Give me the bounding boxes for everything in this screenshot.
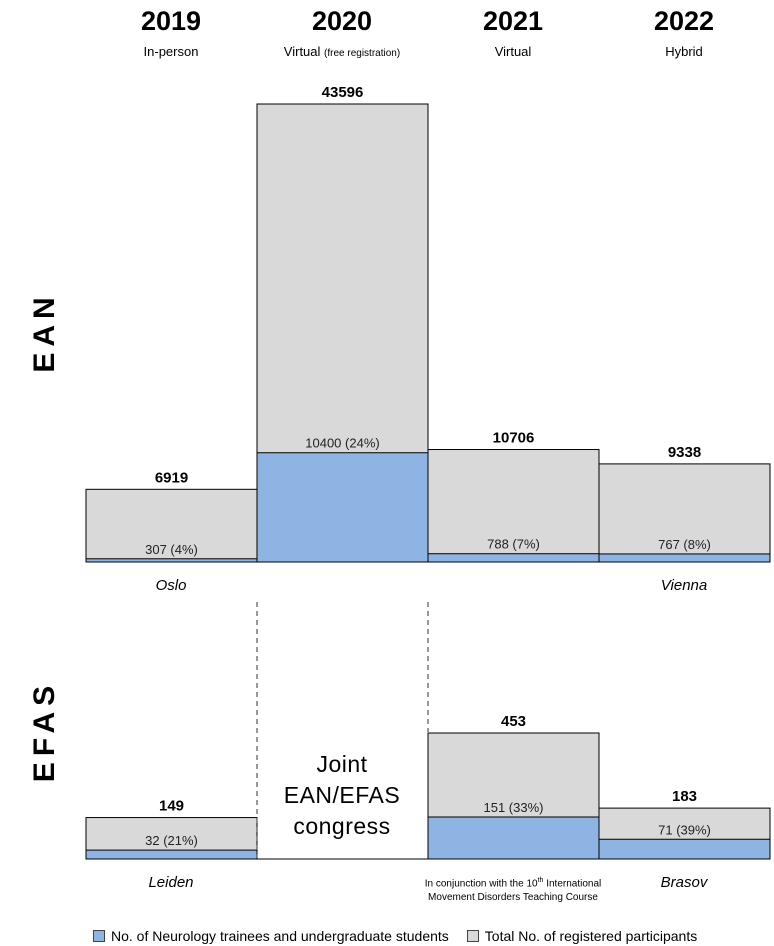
legend-item-trainees: No. of Neurology trainees and undergradu… xyxy=(93,928,449,944)
efas-bars: 149 32 (21%) 453 151 (33%) 183 71 (39%) xyxy=(85,713,771,860)
legend-label-trainees: No. of Neurology trainees and undergradu… xyxy=(111,928,449,944)
joint-line: Joint xyxy=(316,751,368,777)
efas-trainee-bar-2022 xyxy=(598,838,771,860)
efas-trainee-bar-2019 xyxy=(85,849,258,860)
note-text: International xyxy=(543,878,602,890)
year-header-2021: 2021 xyxy=(482,6,544,36)
efas-trainee-label-2022: 71 (39%) xyxy=(658,822,711,837)
ean-total-label-2021: 10706 xyxy=(493,430,535,447)
year-header-2019: 2019 xyxy=(140,6,202,36)
mode-2019: In-person xyxy=(71,44,271,59)
city-efas-2019: Leiden xyxy=(148,874,194,891)
year-header-2020: 2020 xyxy=(311,6,373,36)
note-text: In conjunction with the 10 xyxy=(424,878,538,890)
ean-total-bar-2022 xyxy=(598,463,771,563)
joint-line: congress xyxy=(293,813,391,839)
mode-2021: Virtual xyxy=(413,44,613,59)
ean-total-label-2019: 6919 xyxy=(155,469,188,486)
section-label-ean: EAN xyxy=(28,291,61,373)
efas-total-label-2022: 183 xyxy=(672,788,697,805)
city-efas-2022: Brasov xyxy=(660,874,708,891)
ean-trainee-bar-2022 xyxy=(598,553,771,563)
note-line-2: Movement Disorders Teaching Course xyxy=(428,892,598,904)
ean-total-bar-2021 xyxy=(427,449,600,563)
mode-label: Hybrid xyxy=(665,44,703,59)
legend-label-total: Total No. of registered participants xyxy=(484,928,698,944)
ean-trainee-bar-2021 xyxy=(427,553,600,563)
efas-trainee-label-2019: 32 (21%) xyxy=(145,833,198,848)
ean-total-label-2020: 43596 xyxy=(322,84,364,101)
note-superscript: th xyxy=(537,877,544,884)
legend-swatch-trainees xyxy=(93,930,105,942)
ean-trainee-label-2020: 10400 (24%) xyxy=(305,436,379,451)
joint-line: EAN/EFAS xyxy=(283,782,401,808)
mode-note: (free registration) xyxy=(324,48,401,59)
efas-trainee-bar-2021 xyxy=(427,816,600,860)
efas-total-label-2021: 453 xyxy=(501,713,526,730)
mode-2020: Virtual (free registration) xyxy=(242,44,442,59)
note-line-1: In conjunction with the 10th Internation… xyxy=(393,874,633,891)
city-ean-2022: Vienna xyxy=(660,577,708,594)
mode-label: Virtual xyxy=(494,44,532,59)
note-2021: In conjunction with the 10th Internation… xyxy=(393,874,633,905)
mode-2022: Hybrid xyxy=(584,44,774,59)
joint-congress-label: Joint EAN/EFAS congress xyxy=(257,749,427,842)
section-label-efas: EFAS xyxy=(28,679,61,783)
mode-label: Virtual xyxy=(283,44,321,59)
legend: No. of Neurology trainees and undergradu… xyxy=(93,928,715,944)
ean-trainee-label-2021: 788 (7%) xyxy=(487,537,540,552)
efas-trainee-label-2021: 151 (33%) xyxy=(484,800,544,815)
ean-total-label-2022: 9338 xyxy=(668,444,701,461)
mode-label: In-person xyxy=(143,44,199,59)
legend-item-total: Total No. of registered participants xyxy=(466,928,698,944)
ean-trainee-label-2019: 307 (4%) xyxy=(145,542,198,557)
ean-total-bar-2019 xyxy=(85,488,258,563)
city-ean-2019: Oslo xyxy=(155,577,187,594)
ean-trainee-bar-2020 xyxy=(256,452,429,563)
year-header-2022: 2022 xyxy=(653,6,715,36)
legend-swatch-total xyxy=(466,930,479,942)
efas-total-label-2019: 149 xyxy=(159,798,184,815)
ean-trainee-label-2022: 767 (8%) xyxy=(658,537,711,552)
ean-bars: 6919 307 (4%) 43596 10400 (24%) 10706 788 (7%… xyxy=(85,84,771,563)
